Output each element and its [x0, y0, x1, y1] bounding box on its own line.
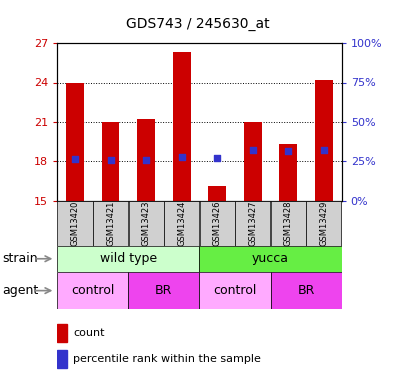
Bar — [57, 201, 93, 246]
Point — [143, 157, 149, 163]
Bar — [66, 82, 84, 201]
Point — [179, 154, 185, 160]
Bar — [173, 53, 191, 201]
Text: GSM13421: GSM13421 — [106, 200, 115, 246]
Point — [250, 147, 256, 153]
Bar — [244, 122, 262, 201]
Text: GSM13426: GSM13426 — [213, 200, 222, 246]
Bar — [128, 272, 199, 309]
Bar — [57, 272, 128, 309]
Text: GSM13420: GSM13420 — [71, 200, 79, 246]
Text: GSM13423: GSM13423 — [142, 200, 150, 246]
Bar — [271, 272, 342, 309]
Text: percentile rank within the sample: percentile rank within the sample — [73, 354, 261, 364]
Point — [214, 155, 220, 161]
Bar — [271, 201, 306, 246]
Point — [285, 148, 292, 154]
Text: BR: BR — [155, 284, 173, 297]
Bar — [199, 272, 271, 309]
Bar — [57, 324, 67, 342]
Text: wild type: wild type — [100, 252, 157, 265]
Point — [107, 157, 114, 163]
Bar — [315, 80, 333, 201]
Text: GSM13429: GSM13429 — [320, 200, 328, 246]
Bar — [306, 201, 342, 246]
Text: count: count — [73, 328, 104, 338]
Text: yucca: yucca — [252, 252, 289, 265]
Text: BR: BR — [297, 284, 315, 297]
Bar — [57, 246, 199, 272]
Bar — [280, 144, 297, 201]
Text: agent: agent — [2, 284, 38, 297]
Text: GDS743 / 245630_at: GDS743 / 245630_at — [126, 17, 269, 31]
Text: control: control — [213, 284, 257, 297]
Point — [321, 147, 327, 153]
Bar — [199, 201, 235, 246]
Bar — [137, 119, 155, 201]
Bar — [102, 122, 120, 201]
Text: GSM13427: GSM13427 — [248, 200, 257, 246]
Point — [72, 156, 78, 162]
Bar — [164, 201, 199, 246]
Bar — [93, 201, 128, 246]
Bar — [209, 186, 226, 201]
Bar — [199, 246, 342, 272]
Text: GSM13424: GSM13424 — [177, 200, 186, 246]
Bar — [57, 350, 67, 368]
Text: GSM13428: GSM13428 — [284, 200, 293, 246]
Text: strain: strain — [2, 252, 38, 265]
Text: control: control — [71, 284, 115, 297]
Bar — [235, 201, 271, 246]
Bar — [128, 201, 164, 246]
